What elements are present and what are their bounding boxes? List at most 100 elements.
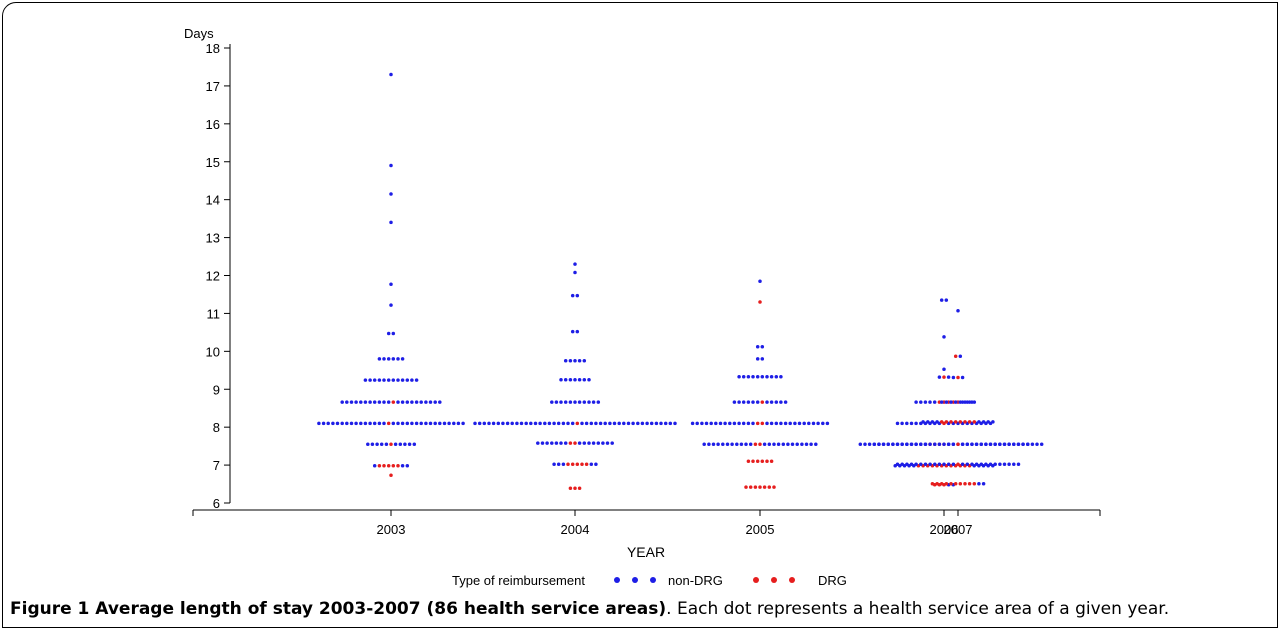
- dot-2004-non-drg: [482, 421, 487, 426]
- dot-2003-non-drg: [410, 400, 414, 404]
- dot-2007-non-drg: [960, 375, 965, 380]
- dot-2003-non-drg: [345, 400, 349, 404]
- dot-2007-non-drg: [891, 442, 895, 446]
- dot-2004-non-drg: [631, 421, 635, 426]
- dot-2004-non-drg: [612, 421, 617, 426]
- dot-2004-non-drg: [582, 441, 587, 445]
- dot-2003-non-drg: [424, 421, 428, 426]
- dot-2003-non-drg: [419, 400, 423, 404]
- dot-2003-non-drg: [403, 442, 407, 446]
- dot-2005-non-drg: [744, 442, 748, 446]
- dot-2005-non-drg: [779, 421, 783, 426]
- dot-2007-drg: [935, 481, 939, 486]
- dot-2005-non-drg: [690, 421, 695, 426]
- dot-2004-non-drg: [603, 421, 607, 426]
- dot-2003-non-drg: [377, 357, 382, 361]
- dot-2005-non-drg: [814, 442, 818, 446]
- dot-2005-non-drg: [790, 442, 795, 446]
- dot-2007-drg: [963, 420, 967, 424]
- dot-2005-drg: [765, 459, 769, 464]
- dot-2004-non-drg: [575, 293, 580, 298]
- dot-2004-drg: [580, 462, 584, 467]
- dot-2004-non-drg: [673, 421, 677, 426]
- x-tick-label-2007: 2007: [944, 522, 973, 537]
- dot-2005-non-drg: [716, 442, 720, 446]
- dot-2004-non-drg: [601, 441, 605, 445]
- dot-2005-non-drg: [760, 374, 765, 379]
- dot-2004-non-drg: [543, 421, 547, 426]
- dot-2005-drg: [753, 442, 758, 446]
- dot-2004-non-drg: [563, 359, 568, 363]
- dot-2007-non-drg: [1030, 442, 1035, 446]
- dot-2005-drg: [758, 442, 762, 446]
- dot-2004-drg: [584, 462, 589, 467]
- dot-2007-non-drg: [1012, 442, 1016, 446]
- dot-2005-drg: [755, 421, 760, 426]
- dot-2004-non-drg: [577, 441, 582, 445]
- dot-2005-non-drg: [783, 400, 788, 404]
- dot-2005-non-drg: [816, 421, 820, 426]
- dot-2005-drg: [769, 459, 774, 464]
- dot-2003-non-drg: [386, 357, 391, 361]
- dot-2003-non-drg: [368, 378, 372, 382]
- dot-2004-non-drg: [510, 421, 514, 426]
- dot-2005-non-drg: [765, 374, 769, 379]
- dot-2006-non-drg: [932, 400, 937, 404]
- dot-2005-non-drg: [737, 421, 741, 426]
- dot-2003-drg: [391, 400, 396, 404]
- dot-2007-non-drg: [970, 442, 974, 446]
- dot-2007-non-drg: [984, 462, 988, 467]
- dot-2003-non-drg: [400, 421, 405, 426]
- caption-title: Figure 1 Average length of stay 2003-200…: [10, 599, 667, 619]
- dot-2005-drg: [762, 485, 767, 489]
- dot-2003-non-drg: [428, 421, 433, 426]
- dot-2003-non-drg: [433, 400, 437, 404]
- dot-2006-non-drg: [895, 421, 900, 426]
- dot-2007-non-drg: [919, 462, 923, 467]
- dot-2003-non-drg: [363, 378, 368, 382]
- dot-2005-non-drg: [746, 374, 751, 379]
- dot-2007-non-drg: [909, 442, 914, 446]
- dot-2006-drg: [942, 375, 946, 379]
- dot-2003-non-drg: [410, 421, 414, 426]
- dot-2005-non-drg: [758, 279, 762, 283]
- dot-2003-non-drg: [414, 421, 419, 426]
- dot-2004-non-drg: [587, 378, 591, 382]
- dot-2007-non-drg: [963, 400, 967, 404]
- dot-2003-non-drg: [363, 421, 368, 426]
- dot-2004-non-drg: [617, 421, 621, 426]
- legend-title: Type of reimbursement: [452, 573, 585, 588]
- dot-2004-non-drg: [577, 378, 582, 382]
- dot-2007-non-drg: [988, 442, 993, 446]
- dot-2003-non-drg: [414, 378, 419, 382]
- dot-2004-non-drg: [582, 378, 587, 382]
- dot-2003-non-drg: [419, 421, 423, 426]
- dot-2004-non-drg: [491, 421, 496, 426]
- dot-2007-non-drg: [1007, 462, 1011, 467]
- dot-2003-non-drg: [393, 442, 398, 446]
- dot-2004-non-drg: [515, 421, 519, 426]
- dot-2003-non-drg: [452, 421, 456, 426]
- dot-2003-non-drg: [382, 357, 386, 361]
- dot-2003-drg: [386, 421, 391, 426]
- dot-2005-non-drg: [751, 374, 755, 379]
- dot-2004-non-drg: [610, 441, 614, 445]
- dot-2003-non-drg: [391, 331, 396, 336]
- legend-label-non-drg: non-DRG: [668, 573, 723, 588]
- dot-2004-non-drg: [563, 378, 568, 382]
- dot-2004-non-drg: [570, 293, 575, 298]
- dot-2005-drg: [758, 300, 762, 304]
- dot-2004-non-drg: [636, 421, 640, 426]
- dot-2005-non-drg: [769, 400, 774, 404]
- dot-2005-non-drg: [755, 374, 760, 379]
- dot-2004-non-drg: [570, 329, 575, 334]
- dot-2003-non-drg: [407, 442, 412, 446]
- dot-2003-non-drg: [368, 421, 372, 426]
- dot-2004-non-drg: [561, 462, 566, 467]
- dot-2003-drg: [377, 464, 382, 468]
- dot-2004-non-drg: [552, 462, 556, 467]
- y-axis-label: Days: [184, 26, 214, 41]
- dot-2007-non-drg: [923, 442, 928, 446]
- dot-2007-non-drg: [881, 442, 886, 446]
- dot-2004-non-drg: [582, 400, 587, 404]
